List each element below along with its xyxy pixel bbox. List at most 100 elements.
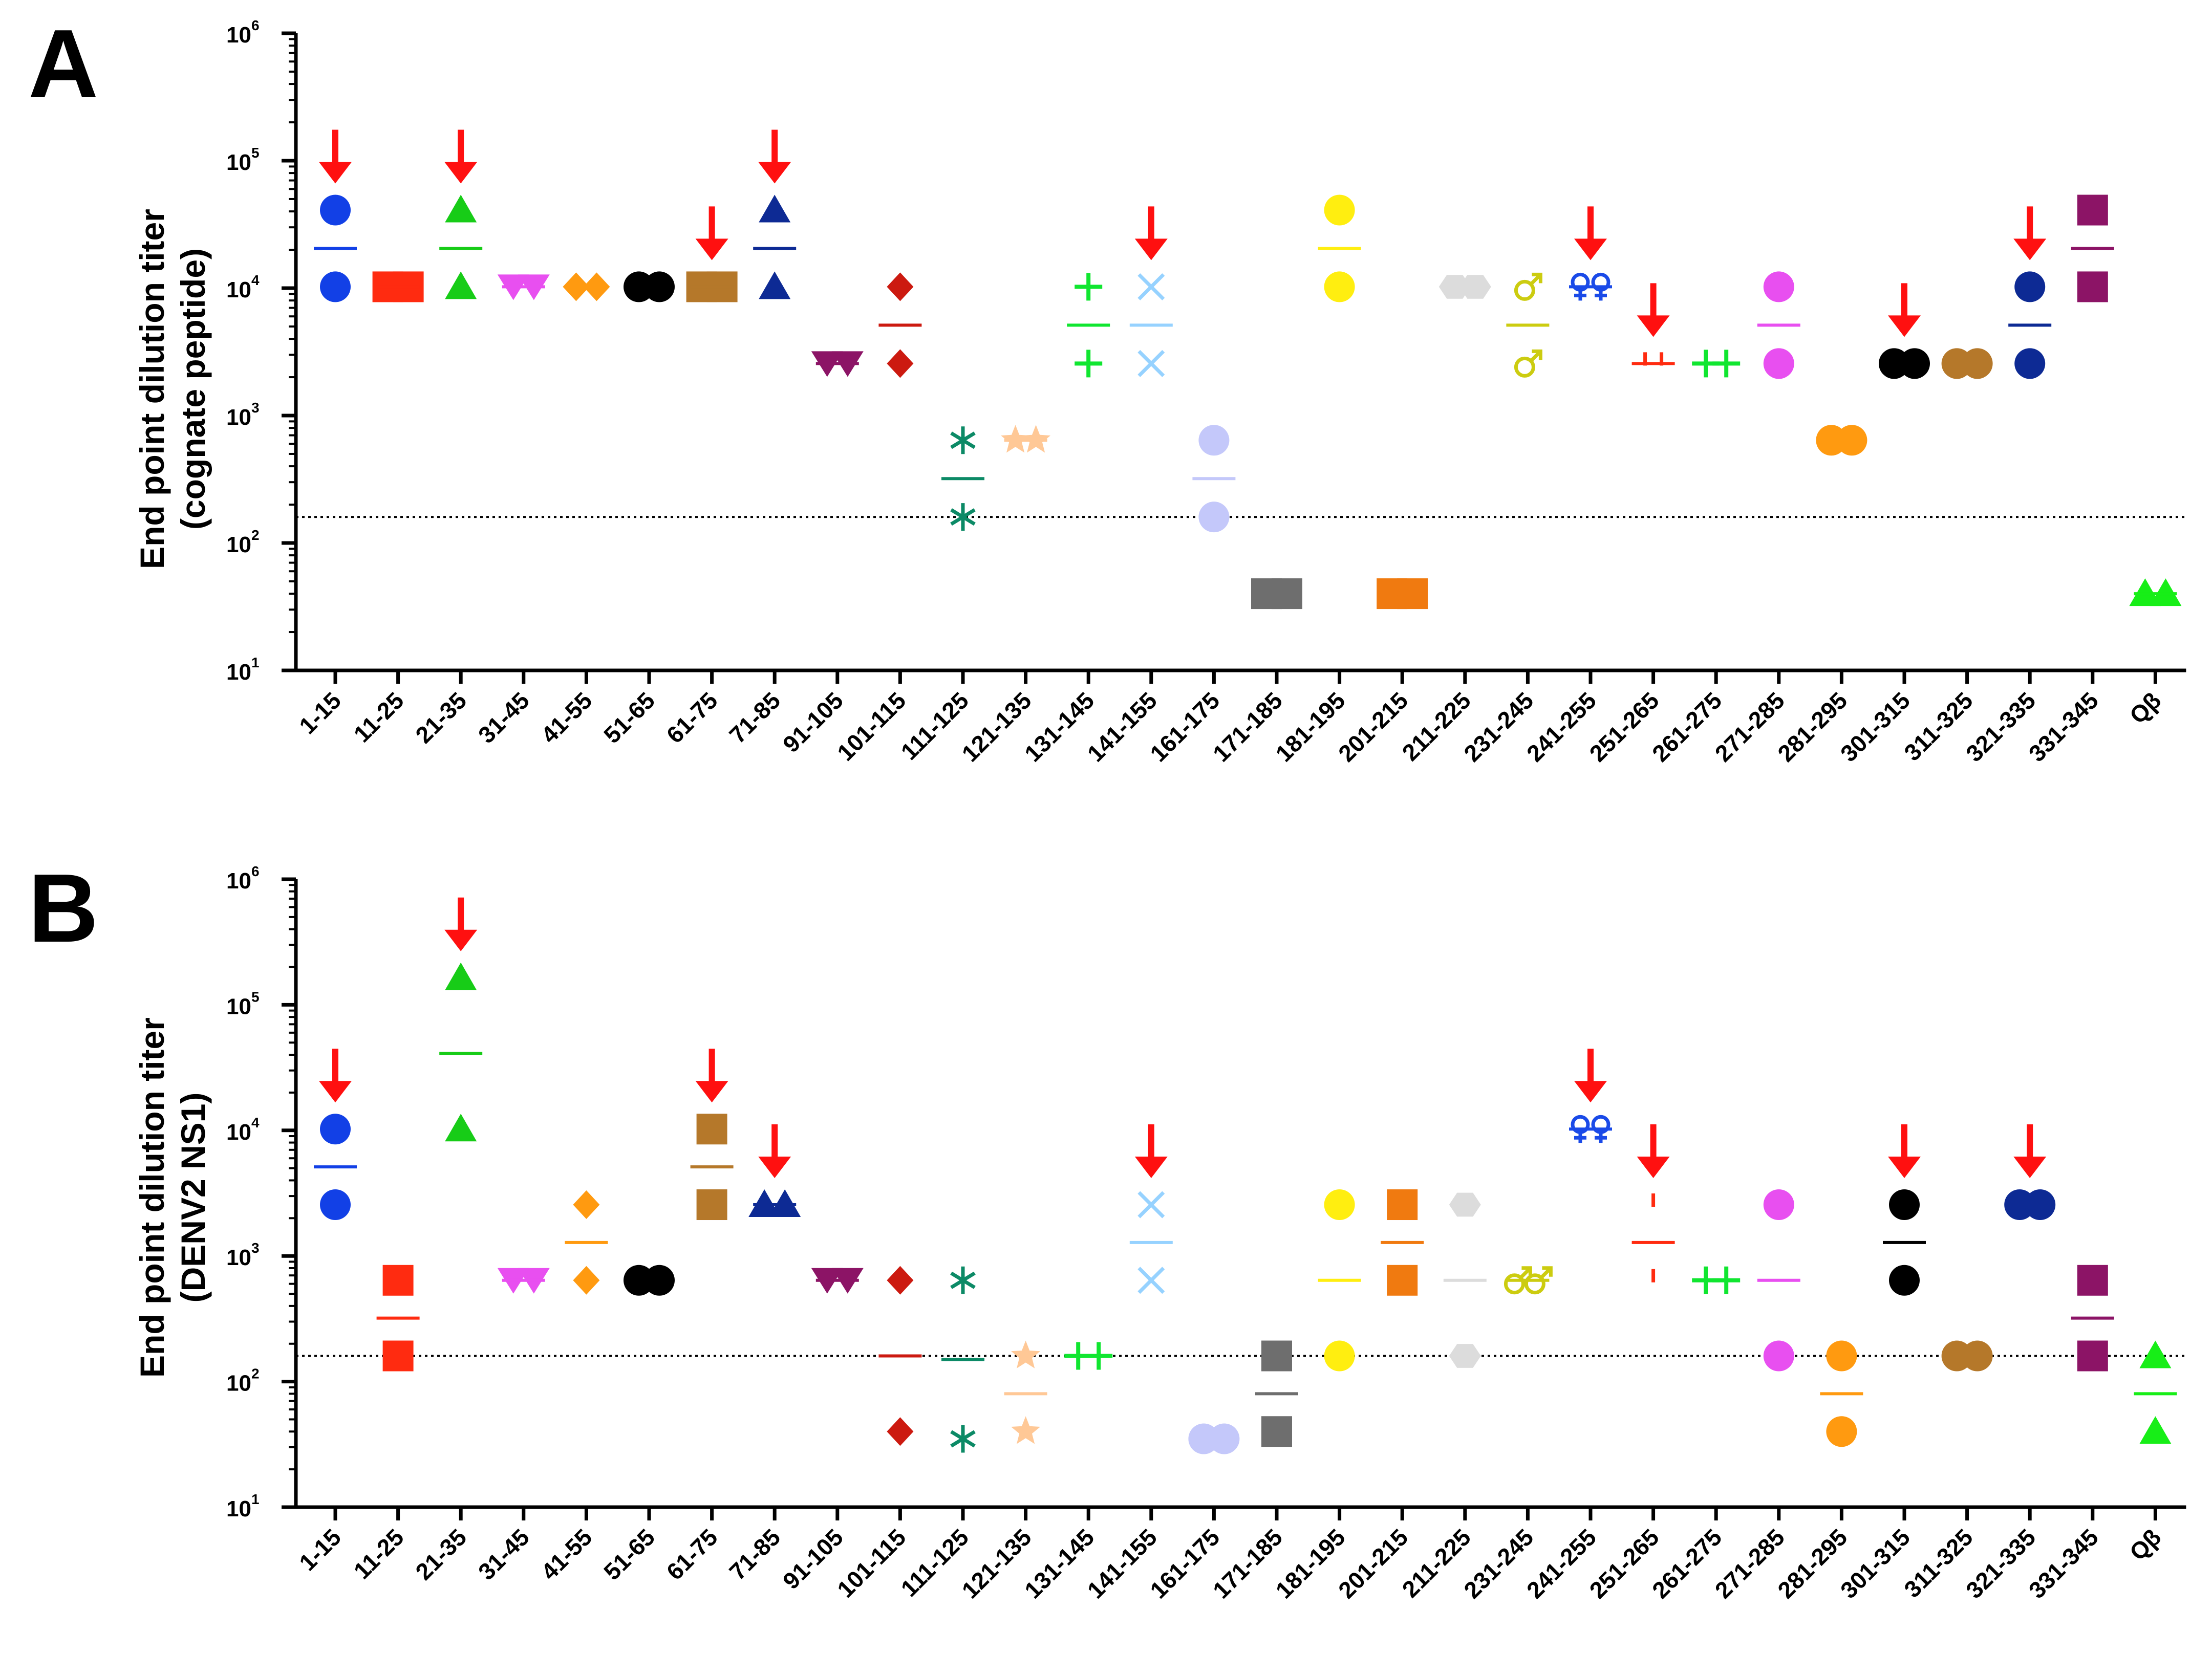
panel-b-arrow	[758, 1124, 791, 1179]
panel-a-point	[1198, 425, 1230, 456]
panel-a-arrow	[758, 129, 791, 184]
panel-b-arrow	[444, 897, 478, 951]
panel-a-x-tick-label: 101-115	[832, 687, 911, 766]
panel-a-x-tick-label: 181-195	[1271, 687, 1350, 767]
panel-a-point	[445, 194, 477, 223]
panel-a-arrow	[1134, 206, 1168, 260]
panel-b-x-tick-label: 281-295	[1772, 1524, 1852, 1603]
panel-b-x-tick-label: 51-65	[598, 1524, 660, 1585]
panel-a-x-tick-label: 271-285	[1710, 687, 1790, 767]
panel-a-point	[445, 271, 477, 299]
panel-a-x-tick-label: 201-215	[1333, 687, 1413, 767]
panel-b-point	[887, 1266, 914, 1295]
panel-a-point	[1075, 350, 1103, 378]
panel-b-x-tick-label: 251-265	[1584, 1524, 1664, 1603]
panel-a-point	[1763, 271, 1794, 302]
panel-a-y-tick-label: 102	[226, 527, 260, 557]
panel-b-x-tick-label: 121-135	[957, 1524, 1037, 1603]
panel-b-x-tick-label: Qβ	[2124, 1524, 2166, 1565]
panel-b-arrow	[1134, 1124, 1168, 1179]
panel-b-point	[887, 1417, 914, 1446]
panel-a-point	[2014, 348, 2046, 379]
panel-a-ylabel-line1: End point dilution titer	[133, 209, 171, 569]
panel-a-x-tick-label: 301-315	[1835, 687, 1915, 767]
panel-b-point	[1387, 1265, 1418, 1296]
panel-a-x-tick-label: 311-325	[1899, 687, 1978, 766]
panel-b-x-tick-label: 321-335	[1961, 1524, 2041, 1603]
panel-b-y-tick-label: 106	[226, 863, 260, 894]
panel-b-point	[382, 1265, 414, 1296]
panel-b-point	[1011, 1340, 1041, 1368]
panel-a-point	[320, 194, 351, 226]
panel-b-point	[1137, 1191, 1165, 1219]
panel-a-point	[1324, 271, 1355, 302]
panel-b-y-tick-label: 105	[226, 989, 260, 1019]
panel-a-y-tick-label: 104	[226, 272, 260, 302]
panel-b-point	[696, 1189, 727, 1221]
panel-b-point	[445, 962, 477, 990]
panel-b-point	[1826, 1416, 1857, 1447]
panel-a-point	[759, 194, 791, 223]
panel-b-x-tick-label: 311-325	[1899, 1524, 1978, 1602]
panel-a-arrow	[1574, 206, 1607, 260]
panel-b-point	[2139, 1340, 2172, 1368]
panel-b-point	[1387, 1189, 1418, 1221]
panel-b-x-tick-label: 1-15	[294, 1524, 346, 1576]
panel-b-point	[1763, 1340, 1794, 1372]
panel-a-x-tick-label: 31-45	[473, 687, 534, 748]
panel-b-point	[1137, 1267, 1165, 1294]
panel-a-point	[1571, 272, 1590, 301]
panel-b-point	[2139, 1416, 2172, 1444]
panel-a-point	[759, 271, 791, 299]
panel-a-x-tick-label: Qβ	[2124, 687, 2166, 729]
panel-a-x-tick-label: 161-175	[1145, 687, 1225, 767]
panel-b-arrow	[1574, 1049, 1607, 1103]
panel-b-point	[573, 1266, 600, 1295]
panel-b-x-tick-label: 161-175	[1145, 1524, 1225, 1603]
panel-b-x-tick-label: 241-255	[1521, 1524, 1601, 1603]
panel-b-plot: 101 102 103 104 105 106 1-15 11-25 21-35 31-45 41-…	[226, 863, 2186, 1603]
panel-b-ylabel-line2: (DENV2 NS1)	[174, 1093, 212, 1303]
panel-a-point	[1324, 194, 1355, 226]
panel-b-point	[1524, 1266, 1553, 1295]
panel-b-x-tick-label: 61-75	[661, 1524, 723, 1585]
panel-a-arrow	[444, 129, 478, 184]
panel-a-point	[887, 272, 914, 301]
panel-b-point	[1504, 1266, 1532, 1295]
panel-a-point	[1075, 273, 1103, 301]
panel-b-point	[1449, 1192, 1481, 1217]
panel-a-arrow	[695, 206, 728, 260]
panel-a-x-tick-label: 11-25	[348, 687, 409, 747]
panel-b-y-tick-label: 102	[226, 1366, 260, 1396]
panel-a-y-tick-label: 105	[226, 145, 260, 175]
panel-b-point	[2077, 1265, 2108, 1296]
panel-a-x-tick-label: 61-75	[661, 687, 723, 748]
panel-a-x-tick-label: 141-155	[1082, 687, 1162, 767]
panel-b-arrow	[695, 1049, 728, 1103]
panel-b-point	[1261, 1340, 1292, 1372]
panel-a-letter: A	[28, 10, 98, 118]
panel-b-x-tick-label: 231-245	[1458, 1524, 1538, 1603]
panel-b-letter: B	[28, 854, 98, 963]
panel-b-point	[1449, 1344, 1481, 1368]
panel-b-point	[1889, 1189, 1920, 1221]
panel-b-point	[320, 1189, 351, 1221]
panel-b-point	[573, 1190, 600, 1220]
panel-a-arrow	[1888, 283, 1921, 337]
panel-a-point	[1137, 273, 1165, 300]
panel-b-x-tick-label: 181-195	[1271, 1524, 1350, 1603]
panel-a-x-tick-label: 171-185	[1208, 687, 1287, 767]
panel-a-x-tick-label: 41-55	[536, 687, 597, 748]
panel-b-x-tick-label: 131-145	[1019, 1524, 1099, 1603]
panel-a-x-tick-label: 211-225	[1397, 687, 1476, 766]
panel-a-y-tick-label: 106	[226, 17, 260, 48]
panel-a-point	[1198, 502, 1230, 533]
panel-b-x-tick-label: 41-55	[536, 1524, 597, 1585]
panel-b-arrow	[319, 1049, 352, 1103]
panel-b-arrow	[1888, 1124, 1921, 1179]
panel-b-x-tick-label: 101-115	[832, 1524, 911, 1602]
panel-a-x-tick-label: 71-85	[724, 687, 785, 748]
panel-a-point	[1763, 348, 1794, 379]
panel-b-point	[445, 1114, 477, 1142]
